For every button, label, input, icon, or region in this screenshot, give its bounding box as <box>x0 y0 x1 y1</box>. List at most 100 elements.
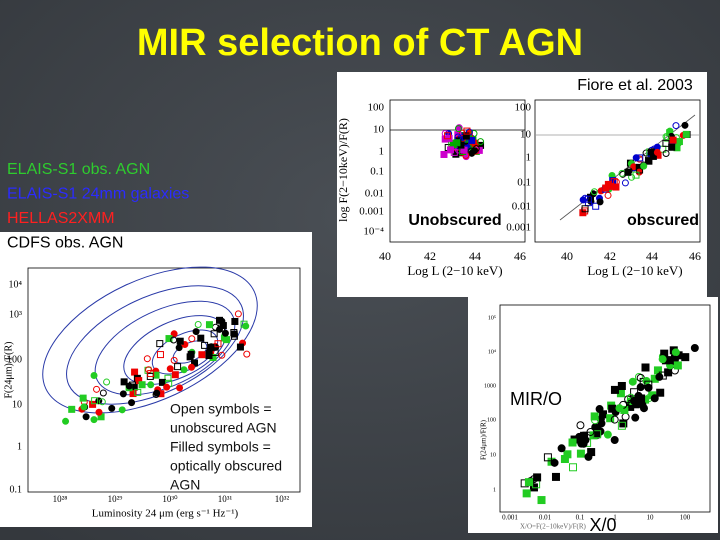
x-tick-label: 0.01 <box>539 514 552 522</box>
data-point <box>471 147 479 155</box>
y-tick-label: 0.1 <box>517 177 531 189</box>
data-point <box>645 156 653 164</box>
data-point <box>595 405 604 414</box>
y-tick-label: 10⁴ <box>9 279 23 290</box>
data-point <box>62 417 70 425</box>
data-point <box>615 404 624 413</box>
x-axis-label: Log L (2−10 keV) <box>587 263 682 278</box>
data-point <box>590 412 599 421</box>
data-point <box>639 404 648 413</box>
data-point <box>68 405 76 413</box>
panel-label: Unobscured <box>408 212 501 229</box>
data-point <box>463 127 471 135</box>
contour <box>66 285 244 405</box>
data-point <box>143 355 151 363</box>
data-point <box>557 444 566 453</box>
y-tick-label: 10 <box>12 399 22 410</box>
data-point <box>447 146 455 154</box>
data-point <box>166 365 174 373</box>
x-tick-label: 46 <box>514 249 526 263</box>
data-point <box>242 322 250 330</box>
data-point <box>454 125 462 133</box>
data-point <box>99 389 107 397</box>
data-point <box>453 139 461 147</box>
data-point <box>628 400 637 409</box>
top-figure <box>337 72 707 297</box>
data-point <box>682 130 690 138</box>
x-tick-label: 10 <box>647 514 655 522</box>
data-point <box>147 381 155 389</box>
data-point <box>108 404 116 412</box>
data-point <box>198 351 206 359</box>
data-point <box>592 430 601 439</box>
contour <box>94 300 236 396</box>
data-point <box>662 139 670 147</box>
data-point <box>230 329 238 337</box>
y-tick-label: 1000 <box>484 383 496 389</box>
y-tick-label: 10⁻⁴ <box>363 226 384 238</box>
data-point <box>79 394 87 402</box>
data-point <box>653 366 662 375</box>
data-point <box>653 148 661 156</box>
x-tick-label: 46 <box>689 249 701 263</box>
data-point <box>550 458 559 467</box>
data-point <box>597 419 606 428</box>
data-point <box>468 136 476 144</box>
panel-label: MIR/O <box>510 389 562 409</box>
data-point <box>210 330 218 338</box>
data-point <box>612 183 620 191</box>
data-point <box>579 209 587 217</box>
data-point <box>590 188 598 196</box>
data-point <box>569 463 578 472</box>
data-point <box>610 415 619 424</box>
x-tick-label: 10²⁸ <box>53 494 68 504</box>
x-tick-label: 10³⁰ <box>162 494 178 504</box>
data-point <box>90 372 98 380</box>
data-point <box>95 408 103 416</box>
x-tick-label: 10²⁹ <box>108 494 123 504</box>
data-point <box>440 150 448 158</box>
data-point <box>672 122 680 130</box>
data-point <box>636 166 644 174</box>
legend-entry: HELLAS2XMM <box>7 210 115 227</box>
data-point <box>163 383 171 391</box>
data-point <box>215 325 223 333</box>
note-line: AGN <box>170 477 200 493</box>
y-tick-label: 10⁴ <box>488 349 496 355</box>
plot-frame <box>389 99 526 243</box>
contour <box>42 266 258 414</box>
x-axis-label: X/O=F(2−10keV)/F(R) <box>520 523 587 531</box>
data-point <box>156 340 164 348</box>
note-line: optically obscured <box>170 458 282 474</box>
data-point <box>662 133 670 141</box>
plot-frame <box>499 304 711 513</box>
data-point <box>138 381 146 389</box>
data-point <box>175 344 183 352</box>
data-point <box>462 132 470 140</box>
y-tick-label: 100 <box>368 102 385 114</box>
data-point <box>603 430 612 439</box>
data-point <box>631 413 640 422</box>
data-point <box>619 419 628 428</box>
data-point <box>223 336 231 344</box>
x-tick-label: 44 <box>646 249 658 263</box>
data-point <box>90 416 98 424</box>
data-point <box>221 329 229 337</box>
legend-entry: ELAIS-S1 obs. AGN <box>7 161 150 178</box>
data-point <box>134 388 142 396</box>
x-tick-label: 40 <box>561 249 573 263</box>
y-tick-label: 10 <box>520 129 532 141</box>
y-tick-label: 10 <box>373 124 385 136</box>
data-point <box>584 452 593 461</box>
slide-title: MIR selection of CT AGN <box>137 22 583 64</box>
y-tick-label: 1 <box>379 146 385 158</box>
data-point <box>524 478 533 487</box>
data-point <box>581 205 589 213</box>
data-point <box>188 335 196 343</box>
y-tick-label: 1 <box>17 441 22 452</box>
data-point <box>145 366 153 374</box>
data-point <box>673 361 682 370</box>
data-point <box>655 372 664 381</box>
data-point <box>662 150 670 158</box>
